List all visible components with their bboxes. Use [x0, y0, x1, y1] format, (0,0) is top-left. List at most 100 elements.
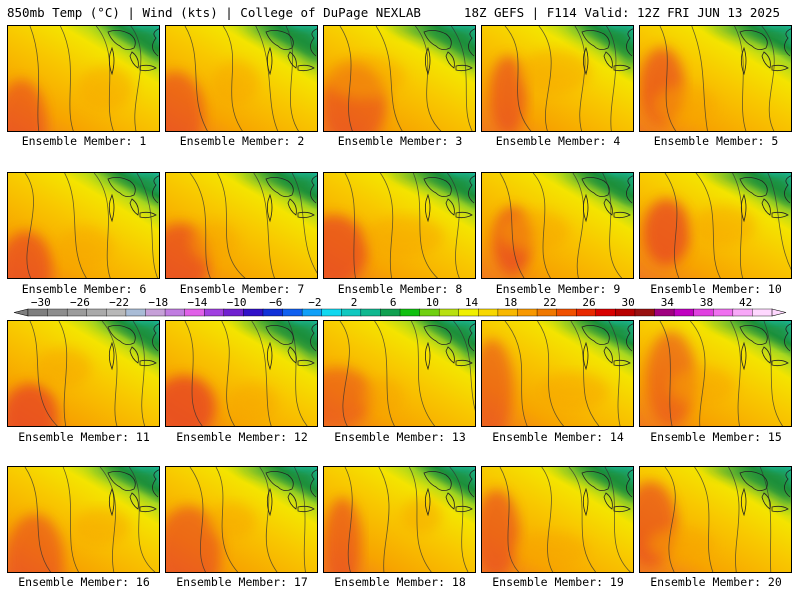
lake-outline — [265, 30, 315, 76]
contour-line — [189, 467, 207, 572]
warm-region — [190, 221, 239, 263]
contour-line — [761, 26, 775, 131]
coastline — [626, 323, 633, 352]
coastline — [468, 175, 475, 204]
cold-region — [387, 26, 475, 68]
coastline — [152, 323, 159, 352]
contour-line — [344, 467, 353, 572]
contour-line — [29, 321, 59, 426]
coastline — [784, 469, 791, 498]
colorbar-tick-label: −18 — [148, 296, 168, 309]
ensemble-map-panel — [165, 25, 318, 132]
colorbar-segment — [27, 308, 49, 317]
contour-line — [408, 467, 432, 572]
colorbar-segment — [419, 308, 440, 317]
temperature-map — [166, 173, 317, 278]
colorbar-segment — [125, 308, 146, 317]
ensemble-map-panel — [7, 320, 160, 427]
cold-region — [412, 321, 475, 365]
contour-line — [664, 173, 680, 278]
colorbar-segment — [321, 308, 342, 317]
contour-line — [93, 173, 111, 278]
colorbar-tick-label: 22 — [543, 296, 556, 309]
ensemble-map-panel — [639, 466, 792, 573]
colorbar-segment — [536, 308, 558, 317]
contour-line — [504, 26, 532, 131]
temperature-map — [482, 173, 633, 278]
coastline — [310, 175, 317, 204]
contour-line — [184, 321, 203, 426]
contour-line — [58, 321, 68, 426]
contour-line — [64, 173, 87, 278]
warm-region — [324, 367, 374, 426]
warm-region — [325, 55, 405, 99]
temperature-map — [166, 467, 317, 572]
warm-region — [8, 383, 59, 426]
cold-region — [555, 467, 633, 503]
coastline — [784, 28, 791, 57]
coastline — [784, 323, 791, 352]
contour-line — [29, 26, 40, 131]
temperature-map — [640, 321, 791, 426]
contour-line — [379, 173, 394, 278]
ensemble-member-label: Ensemble Member: 16 — [18, 575, 150, 589]
contour-line — [728, 467, 740, 572]
lake-outline — [581, 177, 631, 223]
warm-region — [56, 226, 113, 269]
coastline — [310, 323, 317, 352]
ensemble-member-label: Ensemble Member: 5 — [653, 134, 779, 148]
contour-line — [608, 321, 621, 426]
contour-line — [62, 467, 80, 572]
contour-line — [537, 321, 565, 426]
ensemble-map-panel — [639, 172, 792, 279]
ensemble-member-label: Ensemble Member: 2 — [179, 134, 305, 148]
cold-region — [703, 321, 791, 347]
warm-region — [166, 71, 205, 131]
ensemble-member-label: Ensemble Member: 19 — [492, 575, 624, 589]
warm-region — [642, 198, 691, 266]
warm-region — [73, 508, 131, 545]
contour-line — [568, 467, 597, 572]
warm-region — [514, 532, 588, 568]
contour-line — [450, 26, 473, 131]
temperature-map — [8, 321, 159, 426]
colorbar-segment — [399, 308, 421, 317]
ensemble-map-panel — [165, 320, 318, 427]
contour-line — [259, 467, 278, 572]
lake-outline — [265, 471, 315, 517]
temperature-map — [8, 467, 159, 572]
cold-region — [234, 467, 317, 498]
contour-line — [128, 467, 156, 572]
ensemble-member-label: Ensemble Member: 9 — [495, 282, 621, 296]
colorbar-segment — [517, 308, 538, 317]
colorbar-segment — [106, 308, 127, 317]
colorbar-segment — [478, 308, 499, 317]
temperature-map — [324, 321, 475, 426]
colorbar-tick-label: 34 — [661, 296, 675, 309]
ensemble-member-label: Ensemble Member: 4 — [495, 134, 621, 148]
colorbar-segment — [576, 308, 597, 317]
ensemble-member-label: Ensemble Member: 1 — [21, 134, 147, 148]
contour-line — [689, 321, 706, 426]
contour-line — [291, 173, 317, 274]
colorbar-tick-label: −14 — [187, 296, 207, 309]
temperature-map — [482, 467, 633, 572]
cold-region — [708, 26, 791, 50]
colorbar-segment — [380, 308, 401, 317]
contour-line — [538, 26, 552, 131]
contour-line — [136, 173, 159, 278]
ensemble-map-panel — [323, 25, 476, 132]
colorbar-tick-label: −2 — [308, 296, 321, 309]
colorbar-segment — [341, 308, 362, 317]
contour-line — [285, 26, 300, 131]
warm-region — [228, 383, 278, 422]
lake-outline — [107, 177, 157, 223]
ensemble-member-label: Ensemble Member: 15 — [650, 430, 782, 444]
contour-line — [659, 321, 673, 426]
contour-line — [410, 321, 436, 426]
colorbar-segment — [438, 308, 460, 317]
cold-region — [701, 467, 791, 507]
contour-line — [447, 173, 460, 278]
colorbar-tick-label: −22 — [109, 296, 129, 309]
colorbar-tick-label: −10 — [227, 296, 247, 309]
